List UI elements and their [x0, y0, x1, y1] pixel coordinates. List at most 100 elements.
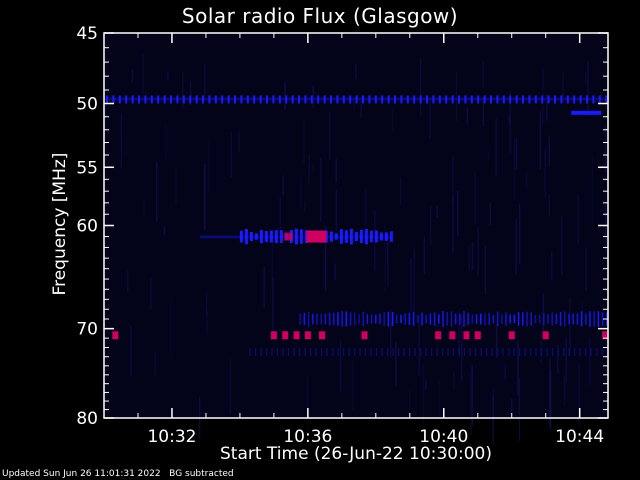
interference-spike — [112, 331, 119, 340]
noise-streak — [429, 206, 432, 247]
band-pulse — [310, 95, 313, 104]
burst-pulse — [369, 230, 373, 243]
band-pulse — [471, 314, 474, 324]
band-pulse — [417, 315, 419, 324]
band-pulse — [546, 348, 548, 357]
band-pulse — [163, 95, 166, 104]
band-pulse — [397, 348, 400, 357]
burst-peak — [284, 232, 293, 241]
burst-pulse — [269, 230, 273, 243]
noise-streak — [352, 360, 354, 410]
noise-streak — [169, 297, 172, 359]
noise-streak — [154, 351, 156, 376]
band-pulse — [463, 348, 466, 357]
band-pulse — [354, 312, 356, 326]
band-pulse — [345, 311, 348, 327]
noise-streak — [390, 309, 392, 358]
y-tick-label: 70 — [76, 320, 98, 340]
noise-streak — [551, 251, 553, 281]
noise-streak — [495, 118, 497, 176]
band-pulse — [452, 348, 455, 357]
noise-streak — [474, 171, 476, 224]
chart-title: Solar radio Flux (Glasgow) — [181, 4, 459, 28]
band-pulse — [150, 95, 153, 104]
noise-streak — [468, 247, 471, 270]
band-pulse — [557, 348, 559, 357]
band-pulse — [333, 312, 335, 326]
band-pulse — [568, 348, 570, 357]
noise-streak — [477, 226, 479, 276]
band-pulse — [515, 95, 518, 104]
band-pulse — [221, 95, 224, 104]
noise-streak — [560, 215, 563, 276]
y-tick-label: 60 — [76, 217, 98, 237]
noise-streak — [418, 314, 420, 376]
noise-streak — [546, 94, 548, 121]
band-pulse — [240, 95, 243, 104]
noise-streak — [142, 53, 144, 99]
band-pulse — [573, 95, 576, 104]
band-pulse — [403, 348, 405, 357]
band-pulse — [447, 348, 449, 357]
band-pulse — [470, 95, 473, 104]
band-pulse — [362, 95, 364, 104]
band-pulse — [324, 313, 327, 325]
band-pulse — [396, 314, 398, 324]
band-pulse — [157, 95, 160, 104]
noise-streak — [308, 153, 310, 184]
noise-streak — [539, 110, 541, 170]
noise-streak — [143, 197, 145, 215]
noise-streak — [204, 163, 206, 231]
noise-streak — [452, 154, 454, 205]
band-pulse — [375, 314, 377, 324]
burst-pulse — [259, 229, 263, 244]
band-pulse — [601, 312, 604, 326]
noise-streak — [423, 236, 426, 275]
noise-streak — [562, 72, 564, 103]
band-pulse — [492, 315, 495, 324]
band-pulse — [584, 348, 587, 357]
band-pulse — [464, 95, 467, 104]
band-pulse — [597, 311, 600, 327]
noise-streak — [436, 205, 438, 218]
noise-streak — [518, 203, 521, 264]
noise-streak — [509, 90, 512, 154]
noise-streak — [271, 241, 274, 287]
noise-streak — [364, 189, 367, 228]
band-pulse — [106, 95, 108, 104]
band-pulse — [118, 95, 121, 104]
band-pulse — [170, 95, 172, 104]
band-pulse — [566, 95, 569, 104]
interference-spike — [474, 331, 481, 340]
band-pulse — [595, 348, 598, 357]
band-pulse — [353, 348, 356, 357]
noise-streak — [452, 197, 454, 253]
noise-streak — [284, 81, 286, 110]
band-pulse — [526, 311, 528, 327]
band-pulse — [485, 348, 488, 357]
band-pulse — [336, 95, 339, 104]
noise-streak — [156, 162, 158, 222]
noise-streak — [518, 378, 521, 441]
band-pulse — [374, 95, 377, 104]
noise-streak — [395, 341, 397, 387]
burst-pulse — [339, 229, 343, 244]
interference-spike — [319, 331, 326, 340]
band-pulse — [341, 311, 343, 327]
updated-timestamp: Updated Sun Jun 26 11:01:31 2022 — [2, 469, 161, 479]
band-pulse — [517, 312, 520, 326]
noise-streak — [525, 170, 528, 189]
band-pulse — [330, 95, 332, 104]
noise-streak — [300, 176, 302, 209]
interference-spike — [449, 331, 456, 340]
noise-streak — [429, 101, 431, 139]
noise-streak — [492, 394, 494, 446]
band-pulse — [131, 95, 134, 104]
band-pulse — [125, 95, 128, 104]
noise-streak — [120, 114, 123, 168]
band-pulse — [266, 95, 268, 104]
band-pulse — [293, 348, 295, 357]
band-pulse — [432, 95, 435, 104]
band-pulse — [349, 312, 352, 326]
burst-pulse — [354, 232, 358, 242]
